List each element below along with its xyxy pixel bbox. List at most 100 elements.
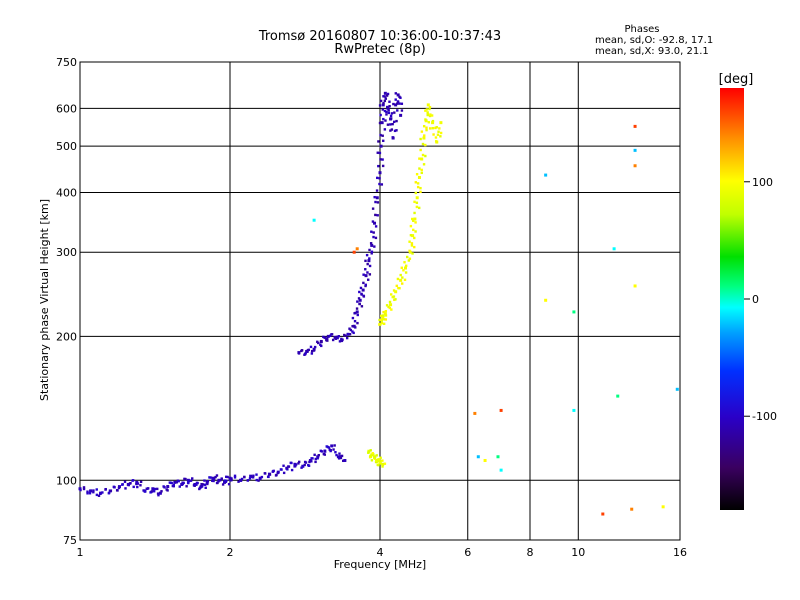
data-point bbox=[384, 309, 388, 313]
data-point bbox=[403, 266, 407, 270]
data-point bbox=[226, 475, 229, 479]
data-point bbox=[387, 109, 390, 112]
data-point bbox=[199, 485, 203, 489]
data-point bbox=[381, 316, 385, 320]
data-point bbox=[431, 126, 434, 130]
data-point bbox=[404, 264, 408, 267]
data-point bbox=[426, 113, 429, 117]
data-point bbox=[499, 408, 503, 412]
data-point bbox=[304, 351, 307, 355]
data-point bbox=[414, 181, 418, 184]
colorbar-tick-labels: 100 0 -100 bbox=[744, 176, 777, 423]
data-point bbox=[381, 164, 385, 168]
data-point bbox=[358, 302, 361, 306]
data-point bbox=[343, 458, 347, 462]
x-tick-labels: 1 2 4 6 8 10 16 bbox=[77, 546, 688, 559]
data-point bbox=[374, 213, 377, 217]
data-point bbox=[428, 107, 431, 111]
data-point bbox=[162, 485, 165, 488]
data-point bbox=[335, 453, 338, 457]
data-point bbox=[317, 453, 320, 457]
data-point bbox=[86, 490, 89, 493]
data-point bbox=[394, 98, 397, 101]
data-point bbox=[364, 268, 367, 271]
data-point bbox=[389, 117, 393, 121]
data-point bbox=[473, 411, 477, 415]
data-point bbox=[201, 483, 205, 486]
data-point bbox=[436, 133, 440, 136]
data-point bbox=[404, 271, 408, 274]
data-point bbox=[383, 462, 387, 465]
data-point bbox=[375, 459, 378, 463]
data-point bbox=[367, 259, 371, 263]
data-point bbox=[180, 482, 184, 486]
data-point bbox=[237, 480, 240, 483]
data-point bbox=[243, 475, 246, 479]
data-point bbox=[375, 189, 379, 192]
data-point bbox=[193, 484, 196, 487]
data-point bbox=[409, 234, 413, 237]
data-point bbox=[342, 459, 345, 463]
data-point bbox=[374, 236, 378, 240]
data-point bbox=[434, 136, 438, 139]
data-point bbox=[383, 95, 386, 98]
x-tick-label: 10 bbox=[571, 546, 585, 559]
data-point bbox=[128, 482, 132, 485]
data-point bbox=[225, 479, 228, 482]
data-point bbox=[276, 471, 279, 475]
data-point bbox=[398, 102, 401, 105]
data-point bbox=[612, 247, 616, 251]
data-point bbox=[149, 491, 152, 494]
data-point bbox=[271, 470, 274, 473]
data-point bbox=[379, 99, 383, 103]
data-point bbox=[385, 304, 389, 307]
data-point bbox=[421, 142, 425, 146]
data-point bbox=[362, 295, 366, 298]
data-point bbox=[412, 228, 415, 232]
data-point bbox=[413, 200, 416, 204]
data-point bbox=[387, 305, 390, 309]
data-point bbox=[310, 457, 313, 460]
data-point bbox=[166, 485, 169, 488]
data-point bbox=[402, 269, 405, 272]
data-point bbox=[389, 123, 392, 126]
data-point bbox=[388, 300, 392, 304]
y-axis-label: Stationary phase Virtual Height [km] bbox=[38, 199, 51, 401]
data-point bbox=[221, 483, 225, 486]
data-point bbox=[340, 454, 344, 458]
data-point bbox=[368, 273, 372, 276]
data-point bbox=[428, 105, 432, 109]
y-tick-label: 500 bbox=[56, 140, 77, 153]
data-point bbox=[196, 481, 199, 485]
data-point bbox=[211, 478, 214, 482]
data-point bbox=[203, 483, 207, 486]
data-point bbox=[309, 345, 313, 349]
data-point bbox=[422, 136, 426, 140]
data-point bbox=[353, 319, 357, 323]
data-point bbox=[393, 129, 397, 133]
data-point bbox=[392, 289, 396, 292]
series-e-region-trace-x-mode bbox=[367, 449, 387, 468]
data-point bbox=[483, 458, 487, 462]
y-tick-label: 75 bbox=[63, 534, 77, 547]
data-point bbox=[104, 488, 107, 491]
data-point bbox=[314, 460, 317, 464]
data-point bbox=[117, 486, 121, 490]
data-point bbox=[373, 195, 376, 199]
data-point bbox=[228, 476, 232, 480]
data-point bbox=[233, 474, 237, 478]
data-point bbox=[373, 245, 376, 248]
data-point bbox=[308, 460, 311, 464]
data-point bbox=[380, 314, 383, 318]
data-point bbox=[379, 144, 383, 148]
data-point bbox=[337, 335, 341, 338]
data-point bbox=[428, 127, 432, 130]
data-point bbox=[388, 104, 391, 108]
data-point bbox=[115, 489, 119, 492]
data-point bbox=[361, 288, 365, 292]
data-point bbox=[230, 477, 233, 480]
data-point bbox=[157, 493, 160, 497]
data-point bbox=[499, 468, 503, 472]
data-point bbox=[260, 475, 264, 479]
